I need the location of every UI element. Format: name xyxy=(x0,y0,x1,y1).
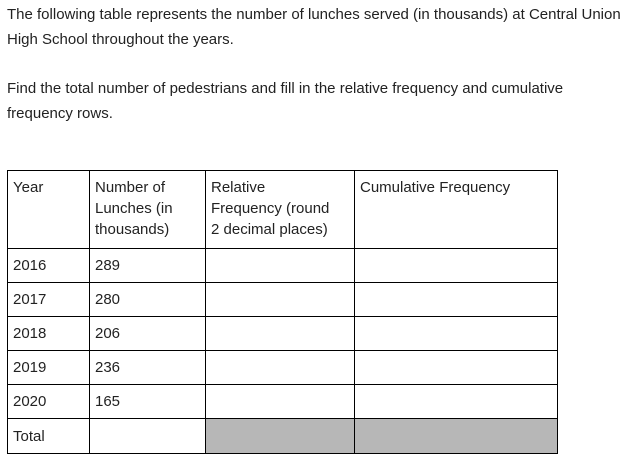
relative-frequency-cell[interactable] xyxy=(205,384,355,419)
year-cell: 2016 xyxy=(7,248,90,283)
lunches-cell: 289 xyxy=(89,248,206,283)
cumulative-frequency-cell[interactable] xyxy=(354,248,558,283)
table-row-total: Total xyxy=(7,418,558,454)
intro-text: The following table represents the numbe… xyxy=(7,2,629,126)
lunches-cell: 280 xyxy=(89,282,206,317)
header-number-of-lunches: Number of Lunches (in thousands) xyxy=(89,170,206,249)
cumulative-frequency-cell[interactable] xyxy=(354,316,558,351)
table-row-2019: 2019 236 xyxy=(7,350,558,385)
header-cumulative-frequency: Cumulative Frequency xyxy=(354,170,558,249)
year-cell: 2020 xyxy=(7,384,90,419)
lunches-cell: 236 xyxy=(89,350,206,385)
header-year: Year xyxy=(7,170,90,249)
table-row-2020: 2020 165 xyxy=(7,384,558,419)
total-lunches-cell[interactable] xyxy=(89,418,206,454)
lunches-cell: 206 xyxy=(89,316,206,351)
frequency-table: Year Number of Lunches (in thousands) Re… xyxy=(7,170,558,454)
relative-frequency-cell[interactable] xyxy=(205,350,355,385)
year-cell: 2018 xyxy=(7,316,90,351)
total-cumulative-frequency-shaded-cell xyxy=(354,418,558,454)
intro-paragraph-1: The following table represents the numbe… xyxy=(7,6,621,48)
table-row-2017: 2017 280 xyxy=(7,282,558,317)
total-relative-frequency-shaded-cell xyxy=(205,418,355,454)
cumulative-frequency-cell[interactable] xyxy=(354,350,558,385)
total-label-cell: Total xyxy=(7,418,90,454)
table-header-row: Year Number of Lunches (in thousands) Re… xyxy=(7,170,558,249)
header-relative-frequency: Relative Frequency (round 2 decimal plac… xyxy=(205,170,355,249)
year-cell: 2017 xyxy=(7,282,90,317)
relative-frequency-cell[interactable] xyxy=(205,316,355,351)
intro-paragraph-2: Find the total number of pedestrians and… xyxy=(7,80,564,122)
table-row-2016: 2016 289 xyxy=(7,248,558,283)
table-row-2018: 2018 206 xyxy=(7,316,558,351)
year-cell: 2019 xyxy=(7,350,90,385)
relative-frequency-cell[interactable] xyxy=(205,282,355,317)
cumulative-frequency-cell[interactable] xyxy=(354,282,558,317)
lunches-cell: 165 xyxy=(89,384,206,419)
cumulative-frequency-cell[interactable] xyxy=(354,384,558,419)
relative-frequency-cell[interactable] xyxy=(205,248,355,283)
